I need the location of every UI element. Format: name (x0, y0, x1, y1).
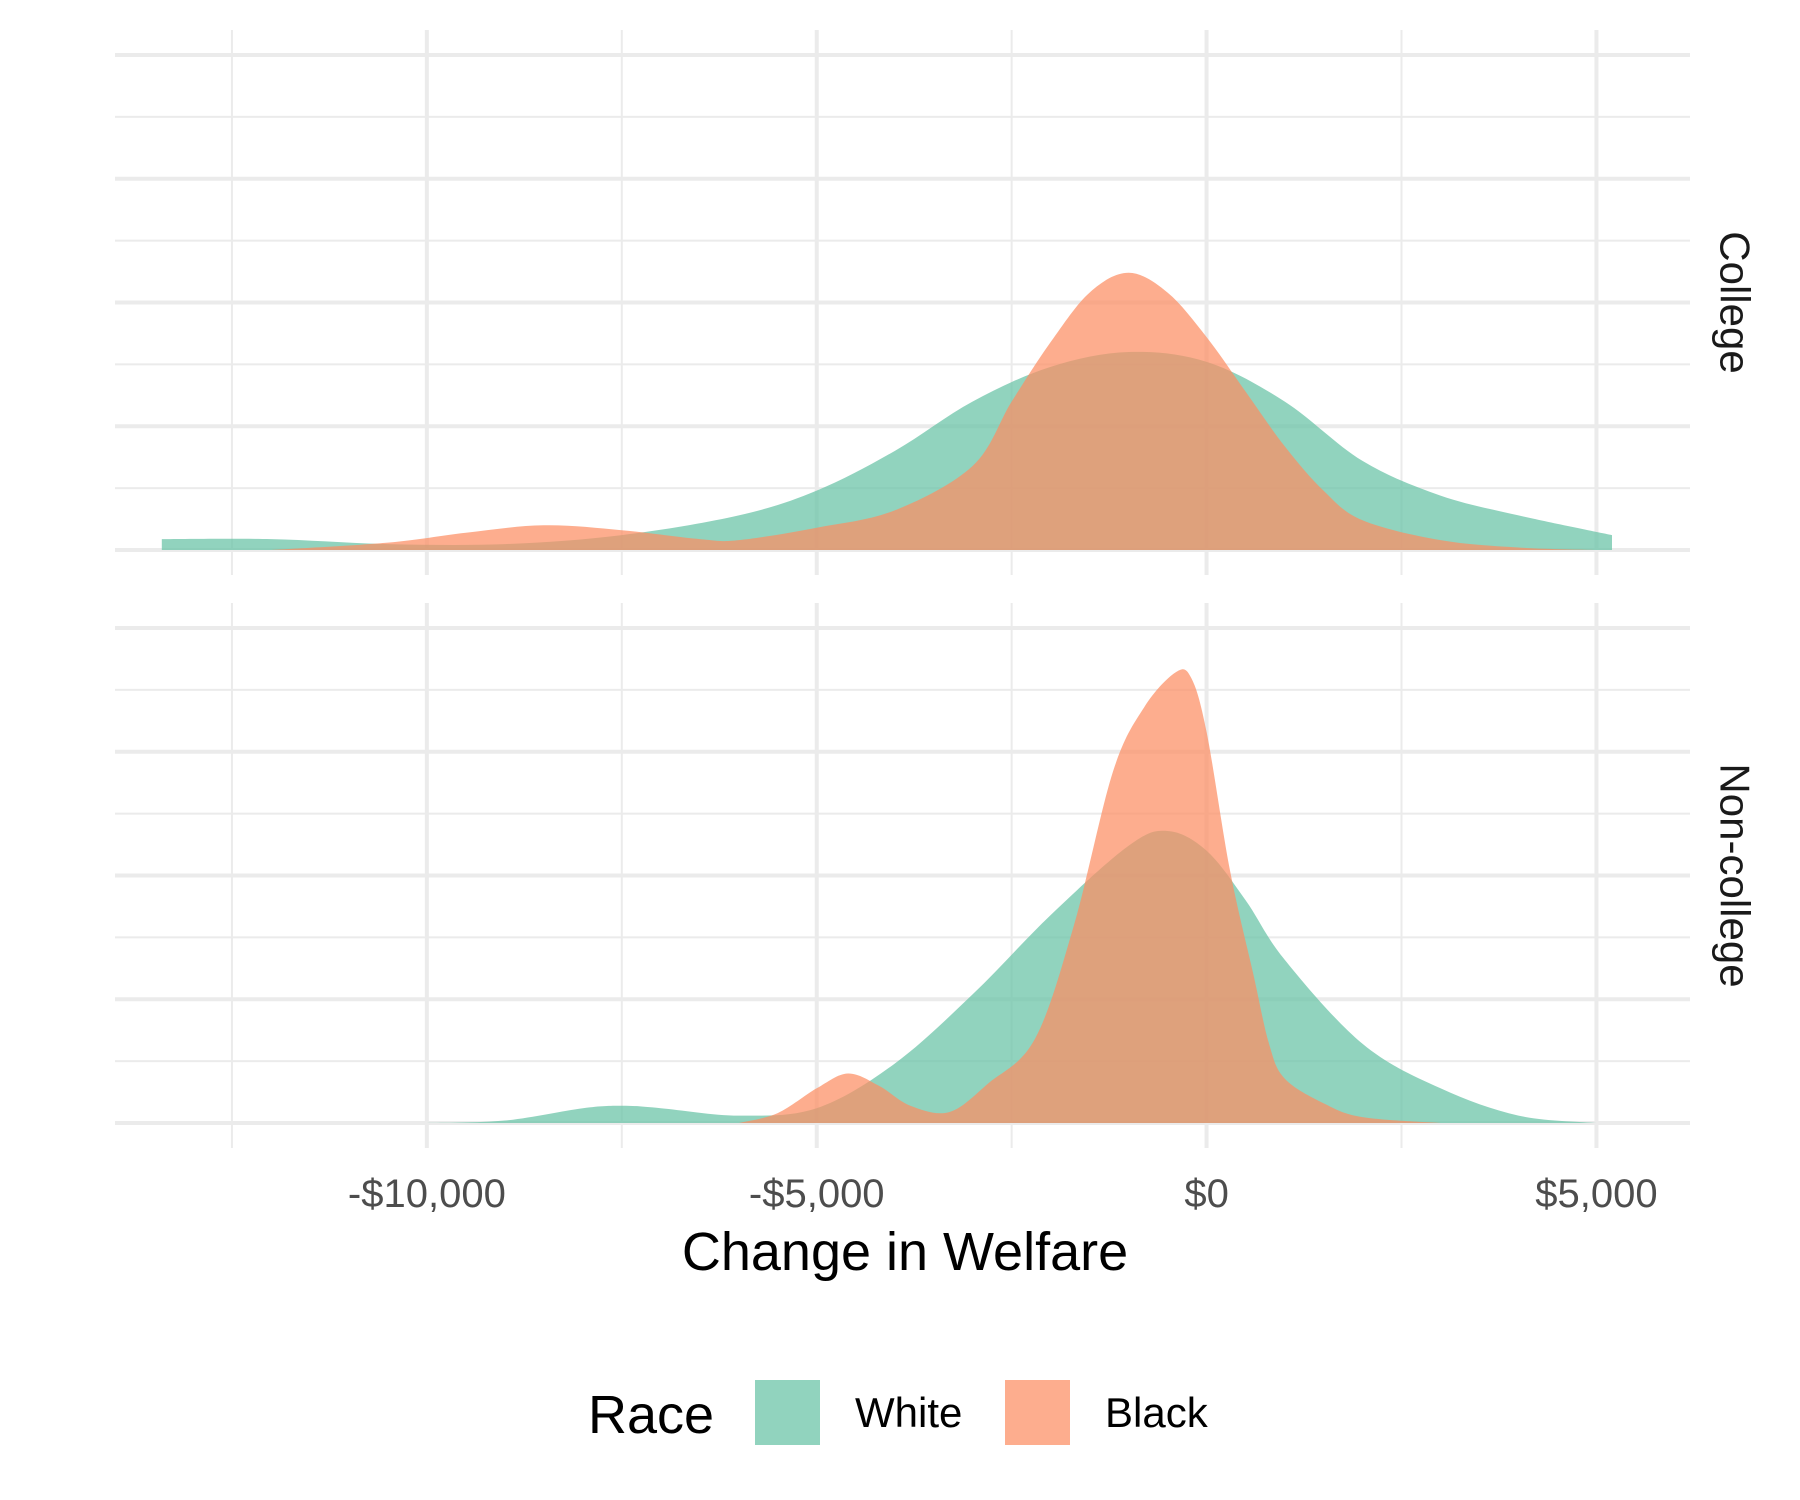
x-axis-title: Change in Welfare (682, 1222, 1128, 1282)
density-black-college (270, 272, 1597, 550)
legend-label-black: Black (1105, 1389, 1209, 1436)
legend-key-black (1005, 1380, 1070, 1445)
legend-key-white (755, 1380, 820, 1445)
x-tick-label: -$5,000 (749, 1172, 885, 1216)
x-tick-label: $0 (1184, 1172, 1229, 1216)
legend-title: Race (588, 1385, 714, 1445)
density-black-non-college (738, 669, 1441, 1123)
legend: Race White Black (588, 1380, 1209, 1445)
panels-layer: College Non-college (115, 30, 1759, 1148)
panel-non-college: Non-college (115, 603, 1759, 1148)
density-white-non-college (426, 830, 1597, 1123)
strip-label-college: College (1712, 231, 1759, 373)
x-tick-label: -$10,000 (348, 1172, 506, 1216)
x-axis: -$10,000 -$5,000 $0 $5,000 (348, 1172, 1658, 1216)
panel-college: College (115, 30, 1759, 575)
x-tick-label: $5,000 (1535, 1172, 1657, 1216)
legend-label-white: White (855, 1389, 962, 1436)
strip-label-non-college: Non-college (1712, 763, 1759, 987)
